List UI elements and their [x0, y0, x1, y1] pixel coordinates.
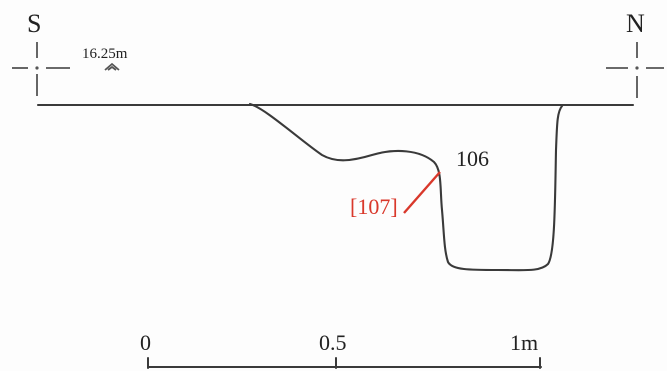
- crosshair-center: [35, 66, 39, 70]
- scale-tick-label-0: 0: [140, 330, 151, 355]
- level-datum: 16.25m: [82, 46, 128, 71]
- level-label: 16.25m: [82, 46, 128, 62]
- scale-tick-label-mid: 0.5: [319, 330, 347, 355]
- cut-leader-line: [403, 171, 441, 214]
- scale-bar: 0 0.5 1m: [140, 330, 542, 369]
- level-arrow-icon: [104, 62, 120, 71]
- orientation-label-south: S: [27, 9, 41, 38]
- cut-label-107: [107]: [350, 194, 398, 219]
- cut-annotation: [107]: [350, 171, 441, 219]
- scale-tick-label-end: 1m: [510, 330, 538, 355]
- cut-profile: [248, 102, 564, 272]
- crosshair-center: [635, 66, 639, 70]
- orientation-marker-south: S: [12, 9, 70, 96]
- context-label-106: 106: [456, 146, 489, 171]
- orientation-marker-north: N: [606, 9, 664, 98]
- orientation-label-north: N: [626, 9, 645, 38]
